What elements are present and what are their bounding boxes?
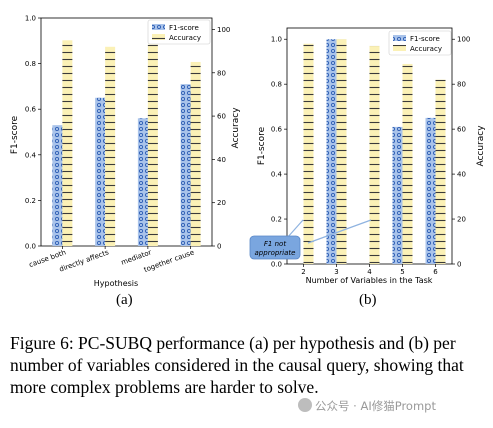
legend-swatch-f1: [393, 35, 406, 41]
annotation-arrow-2: [307, 219, 372, 244]
y2-tick-label: 100: [217, 26, 230, 34]
x-tick-label: 3: [334, 268, 338, 276]
y-tick-label: 0.2: [271, 216, 282, 224]
bar-accuracy: [62, 40, 73, 246]
y2-tick-label: 40: [217, 156, 226, 164]
x-tick-label: 2: [301, 268, 305, 276]
bar-accuracy: [105, 46, 116, 246]
x-tick-label: 4: [367, 268, 372, 276]
y2-tick-label: 60: [457, 126, 466, 134]
legend-swatch-accuracy: [152, 34, 165, 40]
panel-a-label: (a): [116, 292, 133, 308]
y-tick-label: 0.4: [25, 151, 37, 159]
bar-accuracy: [336, 39, 347, 264]
y2-tick-label: 80: [217, 69, 226, 77]
y2-tick-label: 20: [217, 199, 226, 207]
bar-accuracy: [369, 45, 380, 264]
legend-swatch-accuracy: [393, 45, 406, 51]
chart-panel-b: 0.0 0.2 0.4 0.6 0.8 1.0 0 20 40 60 80 100 2 3 4 5 6 F1-sc…: [271, 27, 470, 276]
watermark-text: 公众号 · AI修猫Prompt: [315, 399, 436, 413]
annotation-arrow-1: [286, 219, 304, 239]
bar-f1-score: [95, 97, 106, 246]
y-tick-label: 0.0: [271, 261, 282, 269]
y-tick-label: 0.8: [25, 60, 36, 68]
bar-f1-score: [52, 125, 63, 246]
y-tick-label: 0.4: [271, 171, 283, 179]
y-tick-label: 1.0: [271, 36, 282, 44]
plot-frame: [40, 17, 213, 247]
legend-label-accuracy: Accuracy: [169, 34, 201, 42]
panel-a-y2label: Accuracy: [231, 107, 241, 149]
panel-a-xlabel: Hypothesis: [94, 279, 138, 288]
legend-label-f1: F1-score: [410, 35, 440, 43]
panel-a-ylabel: F1-score: [10, 115, 20, 154]
bar-f1-score: [392, 126, 403, 265]
y-tick-label: 0.6: [271, 126, 283, 134]
bar-accuracy: [147, 44, 158, 246]
y2-tick-label: 60: [217, 113, 226, 121]
bar-accuracy: [435, 79, 446, 264]
legend-label-accuracy: Accuracy: [410, 45, 442, 53]
bar-f1-score: [137, 118, 148, 246]
y-tick-label: 0.6: [25, 106, 37, 114]
bar-f1-score: [326, 39, 337, 264]
y2-tick-label: 100: [457, 36, 470, 44]
wechat-icon: [298, 398, 312, 412]
y2-tick-label: 80: [457, 81, 466, 89]
y-tick-label: 1.0: [25, 15, 36, 23]
bar-f1-score: [180, 84, 191, 247]
panel-b-ylabel: F1-score: [257, 126, 267, 165]
figure-caption: Figure 6: PC-SUBQ performance (a) per hy…: [10, 333, 464, 397]
y2-tick-label: 0: [457, 261, 461, 269]
annotation-text-line2: appropriate: [255, 249, 296, 257]
bar-accuracy: [402, 63, 413, 264]
y-tick-label: 0.8: [271, 81, 282, 89]
x-tick-label: directly affects: [58, 248, 110, 273]
watermark: 公众号 · AI修猫Prompt: [298, 398, 436, 414]
y2-tick-label: 0: [217, 243, 221, 251]
x-tick-label: 6: [433, 268, 438, 276]
y-tick-label: 0.2: [25, 197, 36, 205]
bar-f1-score: [425, 117, 436, 265]
annotation-box: [249, 235, 301, 260]
annotation-text-line1: F1 not: [264, 240, 286, 248]
legend-label-f1: F1-score: [169, 24, 199, 32]
y2-tick-label: 40: [457, 171, 466, 179]
bar-accuracy: [303, 43, 314, 264]
legend-swatch-f1: [152, 24, 165, 30]
y-tick-label: 0.0: [25, 243, 36, 251]
y2-tick-label: 20: [457, 216, 466, 224]
panel-b-label: (b): [359, 292, 377, 308]
panel-b-xlabel: Number of Variables in the Task: [306, 276, 433, 285]
panel-b-y2label: Accuracy: [476, 125, 486, 167]
x-tick-label: 5: [400, 268, 404, 276]
bar-accuracy: [190, 61, 201, 247]
